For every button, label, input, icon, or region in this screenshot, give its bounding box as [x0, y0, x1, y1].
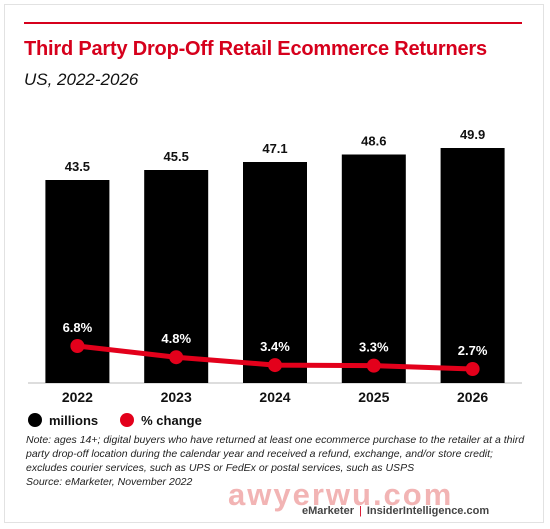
change-label-2022: 6.8% — [63, 320, 93, 335]
title-rule — [24, 22, 522, 24]
chart-subtitle: US, 2022-2026 — [24, 70, 139, 89]
change-point-2026 — [465, 362, 480, 376]
x-tick-label-2026: 2026 — [457, 389, 488, 405]
change-point-2023 — [169, 350, 184, 365]
footer-site: InsiderIntelligence.com — [366, 505, 490, 517]
change-point-2024 — [268, 358, 282, 373]
change-label-2023: 4.8% — [161, 331, 191, 346]
bar-2025 — [341, 154, 406, 383]
change-label-2026: 2.7% — [458, 343, 488, 358]
bar-2023 — [144, 170, 209, 383]
bar-2024 — [243, 162, 307, 383]
bar-value-label-2024: 47.1 — [262, 141, 287, 156]
bar-2026 — [440, 148, 505, 383]
bar-value-label-2025: 48.6 — [361, 134, 386, 149]
chart-frame — [4, 4, 544, 523]
legend-label-millions: millions — [49, 412, 99, 428]
bar-value-label-2026: 49.9 — [460, 127, 485, 142]
footer-emarketer: eMarketer — [302, 505, 354, 517]
x-tick-label-2024: 2024 — [259, 389, 290, 405]
change-label-2025: 3.3% — [359, 340, 389, 355]
bar-value-label-2022: 43.5 — [65, 159, 90, 174]
x-tick-label-2023: 2023 — [161, 389, 192, 405]
footer-separator: | — [358, 505, 362, 517]
legend-label-change: % change — [141, 412, 202, 428]
chart-legend: millions % change — [28, 410, 224, 430]
chart-note: Note: ages 14+; digital buyers who have … — [26, 433, 526, 489]
legend-swatch-millions — [28, 413, 42, 427]
change-point-2025 — [366, 358, 381, 373]
legend-swatch-change — [120, 413, 135, 427]
note-text: Note: ages 14+; digital buyers who have … — [26, 434, 525, 474]
change-point-2022 — [70, 339, 85, 353]
legend-item-millions: millions — [28, 413, 98, 428]
bar-value-label-2023: 45.5 — [164, 149, 189, 164]
watermark-text: awyerwu.com — [228, 477, 454, 512]
footer-brand: eMarketer | InsiderIntelligence.com — [302, 505, 489, 517]
x-tick-label-2022: 2022 — [62, 389, 93, 405]
x-tick-label-2025: 2025 — [358, 389, 389, 405]
change-label-2024: 3.4% — [260, 339, 290, 354]
legend-item-change: % change — [120, 413, 202, 428]
note-source: Source: eMarketer, November 2022 — [26, 476, 193, 488]
chart-title: Third Party Drop-Off Retail Ecommerce Re… — [24, 38, 487, 60]
